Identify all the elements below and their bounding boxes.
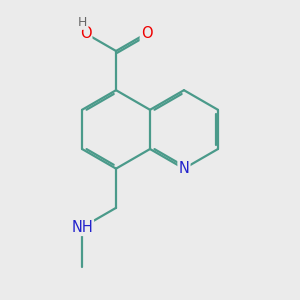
Text: O: O [141,26,152,41]
Text: H: H [78,16,87,29]
Text: NH: NH [71,220,93,235]
Text: O: O [80,26,91,41]
Text: N: N [178,161,189,176]
